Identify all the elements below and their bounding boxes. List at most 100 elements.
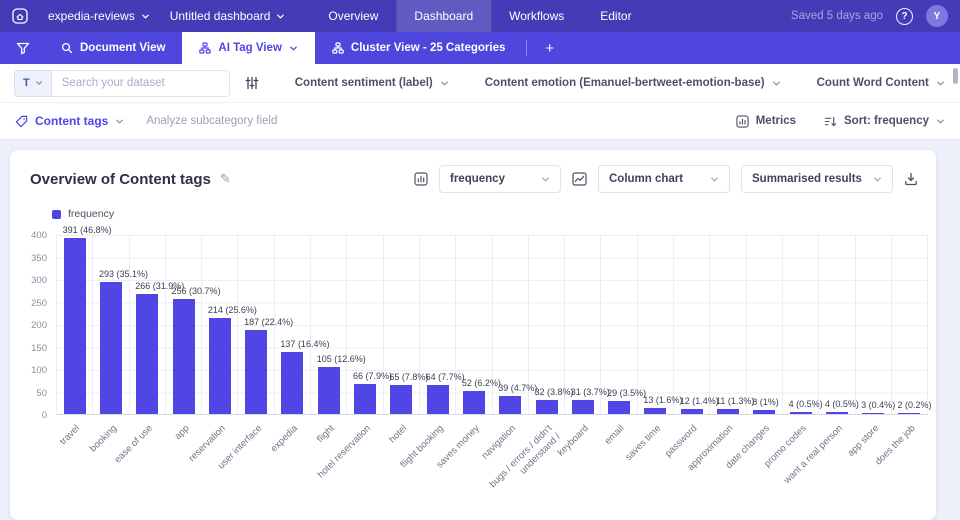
chevron-down-icon xyxy=(772,79,781,88)
bar-password[interactable] xyxy=(681,409,703,414)
tab-label: Cluster View - 25 Categories xyxy=(351,42,505,54)
filter-dropdown-content-emotion-emanuel-bertwe[interactable]: Content emotion (Emanuel-bertweet-emotio… xyxy=(485,77,781,89)
home-icon[interactable] xyxy=(12,8,28,24)
chart-column-flight: 105 (12.6%)flight xyxy=(311,235,347,414)
project-selector[interactable]: expedia-reviews xyxy=(48,9,150,23)
filter-dropdown-content-sentiment-label[interactable]: Content sentiment (label) xyxy=(295,77,449,89)
metric-select[interactable]: frequency xyxy=(439,165,561,193)
chart-card: Overview of Content tags ✎ frequency Col… xyxy=(10,150,936,520)
filter-dropdowns: Content sentiment (label) Content emotion… xyxy=(295,77,945,89)
metrics-icon xyxy=(736,115,749,128)
x-axis-label: email xyxy=(603,423,628,448)
metric-select-value: frequency xyxy=(450,173,505,185)
filter-dropdown-label: Content emotion (Emanuel-bertweet-emotio… xyxy=(485,77,765,89)
nav-item-workflows[interactable]: Workflows xyxy=(491,0,582,32)
bar-date-changes[interactable] xyxy=(753,410,775,414)
dashboard-selector[interactable]: Untitled dashboard xyxy=(170,9,286,23)
search-type-value: T xyxy=(23,77,30,89)
bar-email[interactable] xyxy=(608,401,630,414)
filter-dropdown-label: Count Word Content xyxy=(817,77,929,89)
bar-keyboard[interactable] xyxy=(572,400,594,414)
x-axis-label: travel xyxy=(58,423,83,448)
bar-flight-booking[interactable] xyxy=(427,385,449,414)
y-tick-label: 0 xyxy=(42,410,47,421)
x-axis-label: booking xyxy=(87,423,119,455)
nav-item-overview[interactable]: Overview xyxy=(310,0,396,32)
filter-dropdown-label: Content sentiment (label) xyxy=(295,77,433,89)
add-view-button[interactable]: + xyxy=(531,32,568,64)
nav-item-editor[interactable]: Editor xyxy=(582,0,649,32)
bar-saves-time[interactable] xyxy=(644,408,666,414)
filter-toolbar: T Content sentiment (label) Content emoti… xyxy=(0,64,960,103)
chart-type-select[interactable]: Column chart xyxy=(598,165,730,193)
tab-ai-tag-view[interactable]: AI Tag View xyxy=(182,32,314,64)
bar-booking[interactable] xyxy=(100,282,122,414)
tag-tree-icon xyxy=(199,42,211,54)
bar-reservation[interactable] xyxy=(209,318,231,414)
results-select[interactable]: Summarised results xyxy=(741,165,893,193)
bar-bugs-errors-didn-t-unders[interactable] xyxy=(536,400,558,414)
bar-flight[interactable] xyxy=(318,367,340,414)
y-tick-label: 150 xyxy=(31,343,47,354)
edit-title-icon[interactable]: ✎ xyxy=(220,171,231,187)
search-type-selector[interactable]: T xyxy=(14,70,52,97)
chart-column-hotel: 65 (7.8%)hotel xyxy=(384,235,420,414)
bar-navigation[interactable] xyxy=(499,396,521,414)
chevron-down-icon xyxy=(141,12,150,21)
bar-value-label: 4 (0.5%) xyxy=(825,399,859,409)
chevron-down-icon xyxy=(440,79,449,88)
bar-does-the-job[interactable] xyxy=(898,413,920,414)
y-tick-label: 400 xyxy=(31,230,47,241)
chart-column-want-a-real-person: 4 (0.5%)want a real person xyxy=(819,235,855,414)
field-selector[interactable]: Content tags xyxy=(15,114,124,128)
bar-want-a-real-person[interactable] xyxy=(826,412,848,414)
bar-approximation[interactable] xyxy=(717,409,739,414)
scrollbar-thumb[interactable] xyxy=(953,68,958,84)
chart-column-navigation: 39 (4.7%)navigation xyxy=(493,235,529,414)
bar-hotel[interactable] xyxy=(390,385,412,414)
column-chart: 400350300250200150100500 391 (46.8%)trav… xyxy=(16,235,928,415)
y-tick-label: 100 xyxy=(31,365,47,376)
nav-item-dashboard[interactable]: Dashboard xyxy=(396,0,491,32)
field-selector-label: Content tags xyxy=(35,114,108,128)
chart-column-promo-codes: 4 (0.5%)promo codes xyxy=(783,235,819,414)
filter-funnel-icon[interactable] xyxy=(0,32,44,64)
avatar[interactable]: Y xyxy=(926,5,948,27)
search-icon xyxy=(61,42,73,54)
bar-expedia[interactable] xyxy=(281,352,303,414)
chart-column-keyboard: 31 (3.7%)keyboard xyxy=(565,235,601,414)
chart-column-bugs-errors-didn-t-unders: 32 (3.8%)bugs / errors / didn't understa… xyxy=(529,235,565,414)
search-input[interactable] xyxy=(52,70,230,97)
metrics-button[interactable]: Metrics xyxy=(736,115,796,128)
subcategory-field[interactable]: Analyze subcategory field xyxy=(146,115,277,127)
chevron-down-icon xyxy=(936,117,945,126)
chart-column-saves-time: 13 (1.6%)saves time xyxy=(638,235,674,414)
bar-app[interactable] xyxy=(173,299,195,414)
bar-travel[interactable] xyxy=(64,238,86,414)
line-chart-icon xyxy=(572,172,587,186)
saved-status: Saved 5 days ago xyxy=(791,10,883,22)
bar-app-store[interactable] xyxy=(862,413,884,414)
x-axis-label: app xyxy=(172,423,192,443)
bar-hotel-reservation[interactable] xyxy=(354,384,376,414)
sliders-icon[interactable] xyxy=(245,76,259,90)
bar-promo-codes[interactable] xyxy=(790,412,812,414)
tab-cluster-view-25-categories[interactable]: Cluster View - 25 Categories xyxy=(315,32,522,64)
project-name: expedia-reviews xyxy=(48,9,135,23)
tab-document-view[interactable]: Document View xyxy=(44,32,182,64)
help-icon[interactable]: ? xyxy=(896,8,913,25)
x-axis-label: hotel xyxy=(387,423,410,446)
chart-column-hotel-reservation: 66 (7.9%)hotel reservation xyxy=(347,235,383,414)
x-axis-label: app store xyxy=(845,423,882,460)
tab-divider xyxy=(526,40,527,56)
bar-ease-of-use[interactable] xyxy=(136,294,158,414)
sort-button[interactable]: Sort: frequency xyxy=(824,115,945,128)
filter-dropdown-count-word-content[interactable]: Count Word Content xyxy=(817,77,945,89)
sort-label: Sort: frequency xyxy=(844,115,929,127)
y-tick-label: 250 xyxy=(31,298,47,309)
chevron-down-icon xyxy=(710,175,719,184)
top-nav: OverviewDashboardWorkflowsEditor xyxy=(310,0,649,32)
download-icon[interactable] xyxy=(904,172,918,186)
bar-user-interface[interactable] xyxy=(245,330,267,414)
bar-saves-money[interactable] xyxy=(463,391,485,414)
